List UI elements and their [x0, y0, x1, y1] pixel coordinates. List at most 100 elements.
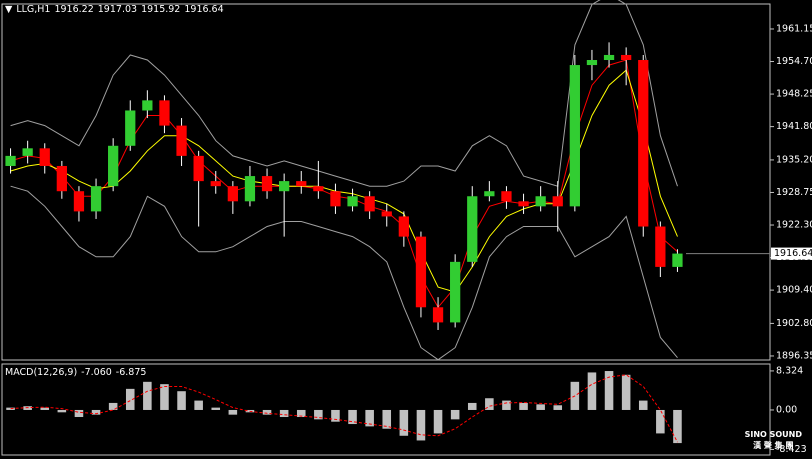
y-tick-label: 0.00: [776, 404, 797, 415]
macd-value: -7.060: [81, 367, 112, 378]
macd-bar: [587, 372, 597, 410]
candle-body: [432, 307, 444, 323]
macd-bar: [279, 409, 289, 418]
macd-bar: [416, 409, 426, 441]
y-tick-label: 1902.80: [776, 318, 812, 329]
macd-bar: [228, 409, 238, 415]
candle-body: [364, 196, 375, 212]
macd-bar: [382, 409, 392, 429]
candle-body: [535, 196, 546, 207]
macd-bar: [194, 400, 203, 410]
candle-body: [39, 148, 50, 166]
y-tick-label: 8.324: [776, 365, 803, 376]
candle-body: [227, 186, 238, 202]
macd-bar: [211, 407, 221, 410]
y-tick-label: -8.423: [776, 444, 807, 455]
candle-body: [415, 236, 427, 308]
macd-bar: [296, 409, 306, 418]
y-tick-label: 1935.20: [776, 154, 812, 165]
candle-body: [330, 191, 341, 207]
candle-body: [261, 176, 273, 192]
macd-bar: [536, 404, 545, 410]
candle-body: [398, 216, 409, 237]
current-price-label: 1916.64: [774, 248, 812, 259]
macd-bar: [485, 398, 494, 410]
macd-bar: [314, 409, 323, 420]
candle-body: [125, 110, 136, 146]
candle-body: [467, 196, 478, 262]
candle-body: [347, 196, 358, 207]
macd-bar: [108, 402, 118, 410]
candle-body: [655, 226, 666, 267]
candle-body: [159, 100, 170, 126]
y-tick-label: 1961.15: [776, 23, 812, 34]
candle-body: [501, 191, 512, 202]
candle-body: [381, 211, 392, 217]
macd-bar: [399, 409, 409, 436]
candle-body: [244, 176, 256, 202]
current-price-box: [771, 247, 812, 260]
close: 1916.64: [184, 4, 224, 15]
candle-body: [313, 186, 324, 192]
candle-body: [176, 125, 187, 156]
candle-body: [586, 60, 598, 66]
indicator-line: [10, 0, 678, 187]
candle-body: [279, 181, 290, 192]
macd-bar: [467, 402, 477, 410]
macd-bar: [74, 409, 84, 418]
logo: SINO SOUND 漢 聲 集 團: [745, 429, 802, 451]
y-tick-label: 1928.75: [776, 187, 812, 198]
indicator-line: [10, 185, 678, 361]
macd-bar: [621, 374, 631, 410]
macd-bar: [604, 371, 614, 410]
candle-body: [621, 54, 632, 61]
macd-bar: [638, 400, 648, 410]
candle-body: [672, 253, 683, 267]
macd-bar: [331, 409, 340, 422]
symbol: LLG,H1: [16, 4, 51, 15]
macd-bar: [40, 407, 50, 410]
candle-body: [193, 155, 204, 182]
candle-body: [518, 201, 529, 207]
macd-bar: [519, 402, 528, 410]
y-tick-label: 1941.80: [776, 121, 812, 132]
y-tick-label: 1954.70: [776, 56, 812, 67]
indicator-line: [10, 59, 678, 309]
candle-body: [569, 65, 580, 207]
menu-arrow[interactable]: ▼: [5, 4, 13, 15]
candle-body: [56, 165, 67, 192]
logo-name: SINO SOUND: [744, 430, 802, 439]
y-tick-label: 1922.30: [776, 220, 812, 231]
candle-body: [603, 54, 615, 61]
candle-body: [5, 155, 16, 166]
y-tick-label: 1896.35: [776, 350, 812, 361]
open: 1916.22: [54, 4, 94, 15]
candle-body: [142, 100, 153, 111]
candle-body: [484, 191, 495, 197]
macd-bar: [57, 409, 67, 413]
candle-body: [296, 181, 307, 187]
candle-body: [22, 148, 33, 156]
macd-bar: [125, 388, 135, 410]
y-tick-label: 1948.25: [776, 89, 812, 100]
macd-bar: [553, 405, 563, 410]
candle-body: [73, 191, 85, 212]
candle-body: [108, 145, 119, 187]
panel-border: [1, 3, 771, 361]
macd-bar: [656, 409, 665, 434]
candle-body: [552, 196, 563, 207]
macd-bar: [433, 409, 443, 434]
macd-header: MACD(12,26,9) -7.060 -6.875: [5, 367, 146, 378]
price-header: ▼ LLG,H1 1916.22 1917.03 1915.92 1916.64: [5, 4, 224, 15]
macd-bar: [450, 409, 460, 420]
candle-body: [210, 181, 221, 187]
macd-bar: [673, 409, 682, 444]
macd-bar: [177, 391, 186, 410]
macd-bar: [365, 409, 374, 427]
macd-bar: [160, 384, 169, 410]
macd-title: MACD(12,26,9): [5, 367, 78, 378]
candle-body: [450, 261, 461, 323]
logo-subtitle: 漢 聲 集 團: [753, 441, 794, 450]
